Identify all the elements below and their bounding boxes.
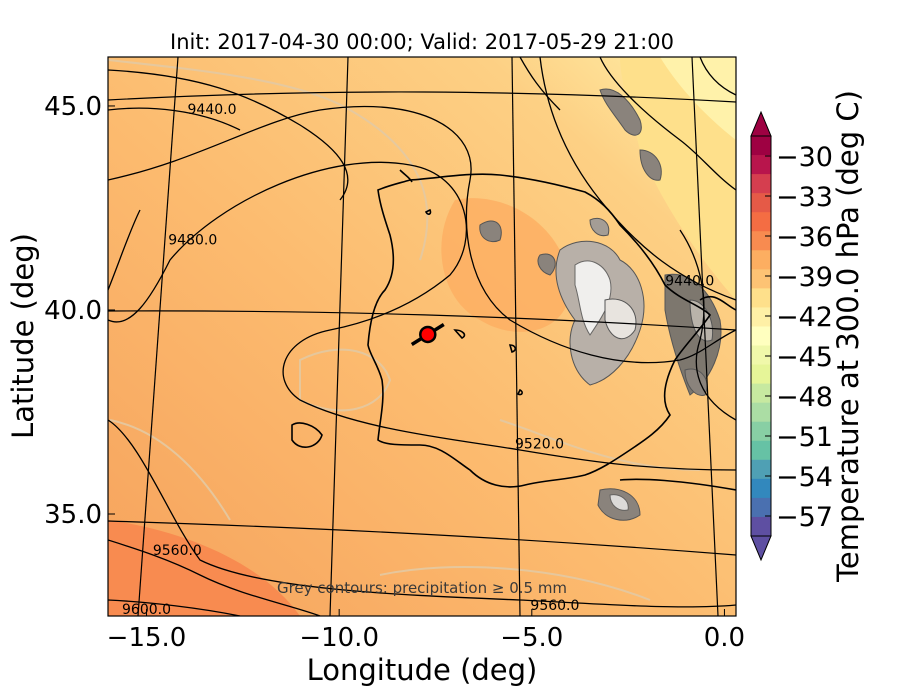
colorbar-label: Temperature at 300.0 hPa (deg C): [831, 90, 865, 583]
colorbar-tick-label: −30: [776, 142, 833, 173]
x-axis-ticks: −15.0 −10.0 −5.0 0.0: [107, 609, 745, 653]
contour-label: 9560.0: [153, 543, 202, 559]
colorbar-segment: [751, 440, 771, 461]
colorbar-tick-label: −48: [776, 382, 833, 413]
colorbar-segment: [751, 497, 771, 518]
colorbar-segment: [751, 383, 771, 404]
colorbar-segment: [751, 231, 771, 251]
colorbar-segment: [751, 174, 771, 194]
cool-region-ne: [620, 57, 736, 300]
y-axis-label: Latitude (deg): [6, 233, 40, 439]
contour-label: 9440.0: [188, 102, 237, 118]
colorbar-segment: [751, 250, 771, 270]
warm-blob-center: [441, 198, 571, 332]
colorbar-segment: [751, 212, 771, 232]
x-tick-label: 0.0: [704, 623, 745, 653]
colorbar-segment: [751, 478, 771, 499]
colorbar-extend-max: [750, 110, 772, 137]
colorbar-tick-label: −45: [776, 342, 833, 373]
map-frame: [107, 56, 737, 617]
colorbar-segment: [751, 155, 771, 175]
colorbar-tick-label: −36: [776, 222, 833, 253]
y-tick-label: 45.0: [44, 92, 102, 122]
colorbar-segment: [751, 193, 771, 213]
colorbar-tick-label: −33: [776, 182, 833, 213]
colorbar-segment: [751, 288, 771, 308]
colorbar-tick-label: −54: [776, 462, 833, 493]
colorbar-tick-label: −42: [776, 302, 833, 333]
height-contours: [108, 57, 736, 616]
precipitation-patches: [479, 88, 722, 521]
colorbar-frame: [750, 135, 772, 537]
colorbar: −30 −33 −36 −39 −42 −45 −48 −51 −54 −57: [750, 110, 833, 562]
graticule: [108, 57, 736, 616]
x-tick-label: −10.0: [299, 623, 379, 653]
colorbar-segment: [751, 459, 771, 480]
coastlines: [291, 169, 736, 491]
colorbar-segment: [751, 421, 771, 442]
colorbar-segment: [751, 307, 771, 327]
colorbar-segment: [751, 136, 771, 156]
x-tick-label: −15.0: [107, 623, 187, 653]
contour-label: 9480.0: [168, 233, 217, 249]
contour-labels: 9440.0 9480.0 9440.0 9520.0 9560.0 9600.0 9560…: [122, 102, 714, 618]
contour-label: 9520.0: [515, 437, 564, 453]
contour-label: 9440.0: [665, 273, 714, 289]
cool-region-ne-light: [660, 57, 736, 140]
y-axis-ticks: 35.0 40.0 45.0: [44, 92, 115, 530]
colorbar-tick-label: −57: [776, 502, 833, 533]
colorbar-segment: [751, 345, 771, 366]
figure-title: Init: 2017-04-30 00:00; Valid: 2017-05-2…: [170, 30, 674, 54]
x-axis-label: Longitude (deg): [307, 653, 538, 687]
contour-label: 9560.0: [530, 598, 579, 614]
marker-dot: [419, 325, 437, 344]
colorbar-tick-label: −51: [776, 422, 833, 453]
x-tick-label: −5.0: [500, 623, 563, 653]
colorbar-segment: [751, 516, 771, 537]
y-tick-label: 35.0: [44, 500, 102, 530]
colorbar-extend-min: [750, 535, 772, 562]
colorbar-segment: [751, 364, 771, 385]
colorbar-segment: [751, 402, 771, 423]
colorbar-tick-label: −39: [776, 262, 833, 293]
map-panel: 9440.0 9480.0 9440.0 9520.0 9560.0 9600.0 9560…: [108, 57, 736, 618]
location-marker: [410, 322, 445, 346]
colorbar-segment: [751, 326, 771, 347]
y-tick-label: 40.0: [44, 296, 102, 326]
precip-annotation: Grey contours: precipitation ≥ 0.5 mm: [277, 579, 567, 597]
contour-label: 9600.0: [122, 602, 171, 618]
warm-region: [108, 520, 300, 616]
colorbar-segment: [751, 269, 771, 289]
